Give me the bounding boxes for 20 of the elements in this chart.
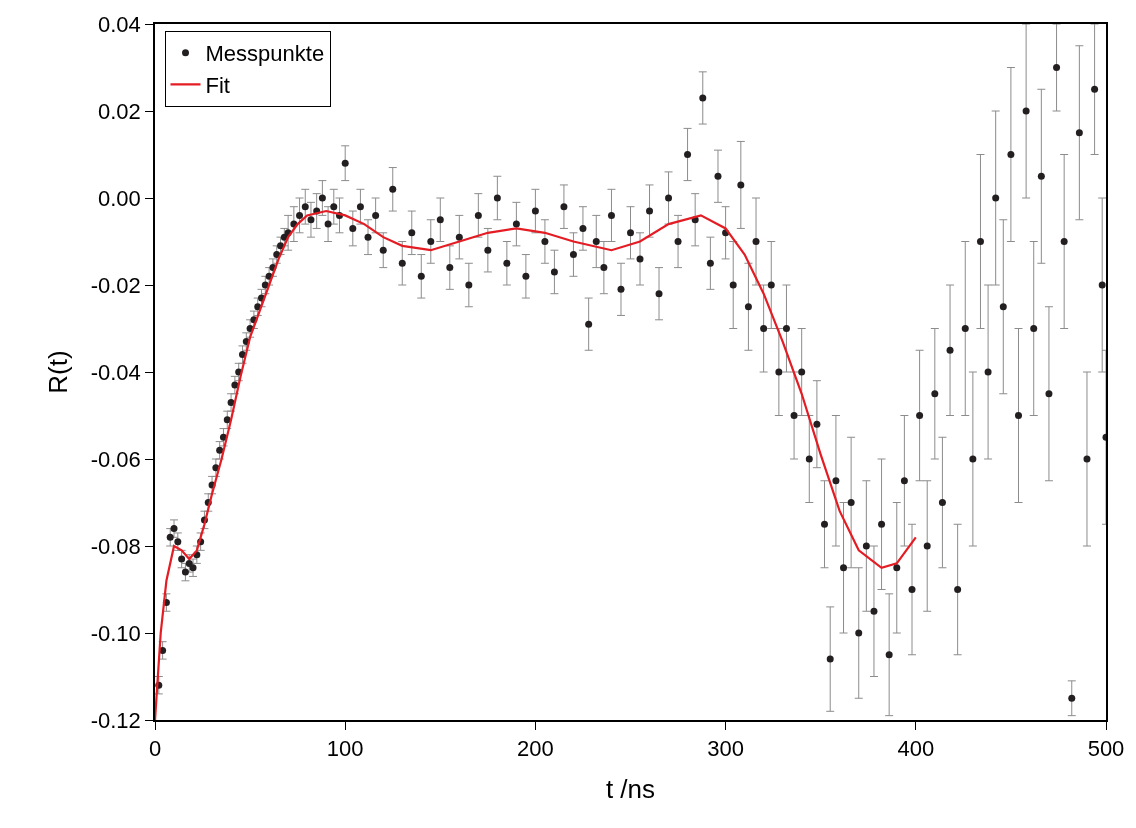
y-tick-label: -0.04 (90, 359, 141, 385)
y-axis-title: R(t) (42, 350, 73, 394)
y-tick-label: -0.08 (90, 533, 141, 559)
y-tick-label: -0.02 (90, 272, 141, 298)
y-tick-label: 0.04 (98, 11, 141, 37)
y-tick-label: 0.02 (98, 98, 141, 124)
legend-label: Fit (205, 72, 230, 98)
x-axis-title: t /ns (605, 774, 656, 805)
x-tick-label: 200 (517, 736, 554, 762)
x-tick-label: 500 (1087, 736, 1125, 762)
line-series (155, 209, 917, 720)
y-tick-label: -0.10 (90, 620, 141, 646)
legend-label: Messpunkte (205, 41, 325, 67)
y-tick-label: -0.06 (90, 446, 141, 472)
y-tick-label: -0.12 (90, 707, 141, 733)
x-tick-label: 400 (897, 736, 935, 762)
x-tick-label: 300 (707, 736, 744, 762)
x-tick-label: 100 (326, 736, 364, 762)
x-tick-label: 0 (148, 736, 162, 762)
y-tick-label: 0.00 (98, 185, 141, 211)
